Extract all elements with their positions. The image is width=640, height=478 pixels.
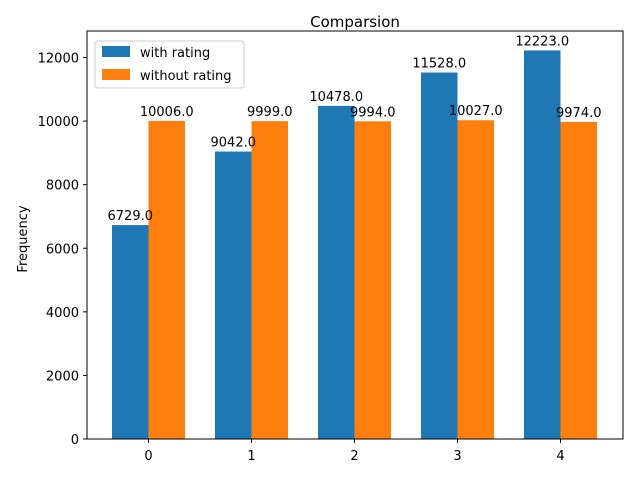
- bar-with-rating-1: [215, 151, 252, 439]
- data-label-with-rating-4: 12223.0: [515, 34, 569, 49]
- legend-swatch-without-rating: [102, 69, 130, 80]
- y-axis-label: Frequency: [16, 205, 31, 272]
- x-tick-label: 2: [350, 449, 358, 464]
- bar-with-rating-0: [112, 225, 149, 439]
- bar-without-rating-0: [148, 120, 185, 440]
- data-label-with-rating-3: 11528.0: [412, 57, 466, 72]
- legend-label-without-rating: without rating: [140, 69, 232, 84]
- bar-without-rating-4: [560, 121, 597, 439]
- x-tick-label: 1: [247, 449, 255, 464]
- data-label-with-rating-0: 6729.0: [108, 209, 154, 224]
- legend: with rating without rating: [94, 40, 245, 89]
- y-tick-label: 2000: [46, 369, 79, 384]
- x-tick-label: 4: [556, 449, 564, 464]
- y-tick-label: 8000: [46, 179, 79, 194]
- data-label-with-rating-2: 10478.0: [309, 90, 363, 105]
- bar-without-rating-1: [251, 121, 288, 440]
- data-labels-layer: 6729.0 9042.0 10478.0 11528.0 12223.0 10006.0…: [108, 34, 602, 224]
- y-tick-label: 10000: [38, 115, 79, 130]
- y-tick-label: 12000: [38, 52, 79, 67]
- bar-without-rating-2: [354, 121, 391, 439]
- y-tick-label: 6000: [46, 242, 79, 257]
- bar-with-rating-2: [318, 105, 355, 439]
- bar-with-rating-4: [524, 50, 561, 439]
- bar-with-rating-3: [421, 72, 458, 439]
- y-tick-label: 0: [71, 433, 79, 448]
- data-label-without-rating-0: 10006.0: [140, 105, 194, 120]
- x-tick-label: 3: [453, 449, 461, 464]
- y-tick-label: 4000: [46, 306, 79, 321]
- data-label-without-rating-3: 10027.0: [449, 104, 503, 119]
- chart-title: Comparsion: [310, 13, 400, 31]
- bar-without-rating-3: [457, 120, 494, 440]
- data-label-without-rating-4: 9974.0: [556, 106, 602, 121]
- data-label-with-rating-1: 9042.0: [211, 136, 257, 151]
- x-tick-label: 0: [144, 449, 152, 464]
- data-label-without-rating-2: 9994.0: [350, 105, 396, 120]
- data-label-without-rating-1: 9999.0: [247, 105, 293, 120]
- legend-swatch-with-rating: [102, 46, 130, 57]
- bars-layer: [112, 50, 597, 440]
- legend-label-with-rating: with rating: [140, 46, 210, 61]
- axes: 0 2000 4000 6000 8000 10000 12000 0 1 2 3 4: [38, 30, 624, 464]
- legend-frame: [94, 40, 245, 89]
